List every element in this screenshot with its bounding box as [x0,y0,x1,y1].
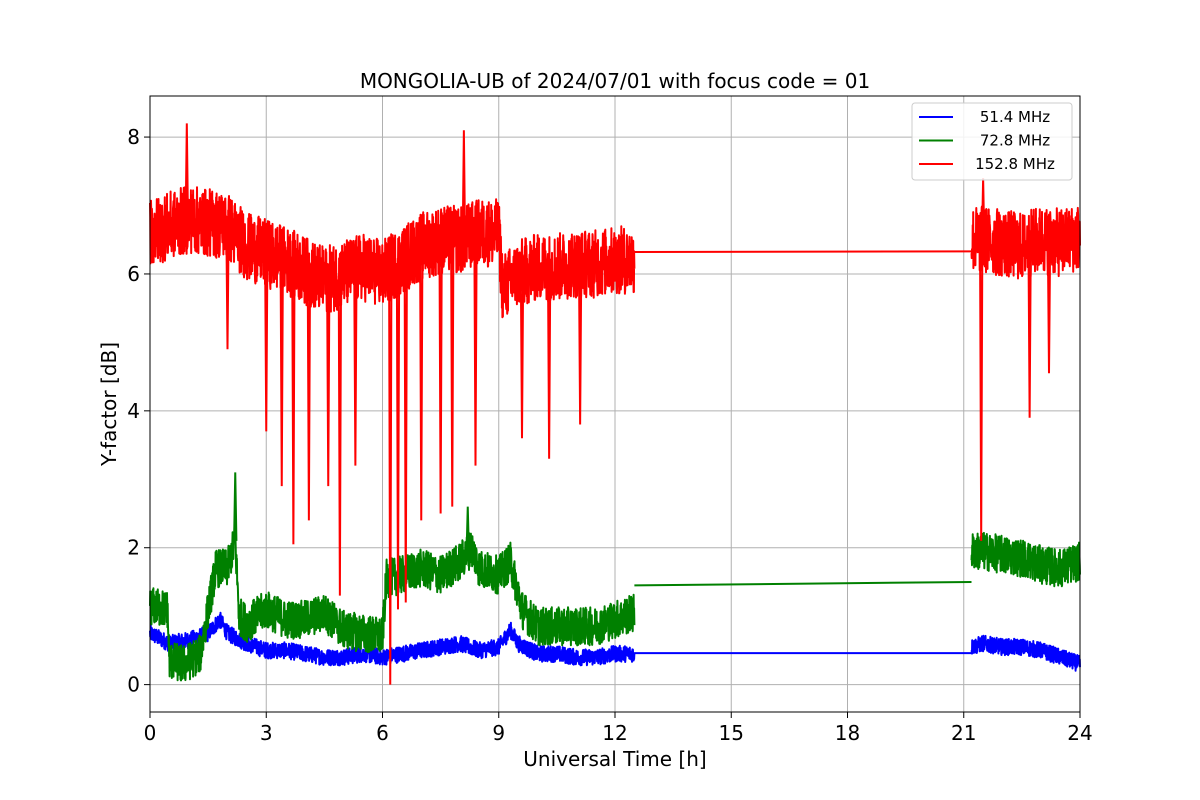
series-line-segment [970,205,1081,280]
y-tick-label: 4 [127,399,140,423]
series-1 [149,472,1081,682]
series-spike [403,257,408,603]
y-tick-label: 2 [127,536,140,560]
series-spike [979,239,984,541]
x-tick-label: 15 [719,721,744,745]
series-spike [1046,241,1052,374]
legend-label: 152.8 MHz [975,155,1055,173]
series-spike [233,472,238,541]
x-tick-label: 21 [951,721,976,745]
legend-label: 51.4 MHz [980,108,1050,126]
series-spike [353,269,358,466]
series-line-segment [970,531,1081,588]
x-tick-label: 18 [835,721,860,745]
x-tick-label: 9 [492,721,505,745]
legend-box [911,102,1073,181]
series-spike [461,130,467,239]
series-spike [178,663,184,682]
series-spike [388,268,393,685]
series-line-segment [970,634,1081,672]
x-axis: 0 3 6 9 12 15 18 21 24 [144,712,1093,745]
x-tick-label: 6 [376,721,389,745]
legend-label: 72.8 MHz [980,132,1050,150]
series-spike [306,272,312,521]
y-axis: 0 2 4 6 8 [127,125,150,697]
series-spike [279,258,284,487]
series-spike [473,234,478,466]
series-spike [519,272,525,439]
series-line-segment [149,611,636,667]
series-spike [326,279,331,487]
series-spike [291,264,296,545]
series-spike [264,253,269,432]
series-spike [980,178,986,240]
series-spike [465,506,470,553]
series-spike [577,263,583,425]
series-spike [337,275,343,596]
y-axis-label: Y-factor [dB] [97,342,121,467]
x-axis-label: Universal Time [h] [523,747,706,771]
legend: 51.4 MHz 72.8 MHz 152.8 MHz [911,102,1073,181]
plot-series [149,123,1081,685]
series-line-segment [149,525,636,682]
series-0 [149,611,1081,672]
series-spike [438,239,443,514]
series-2 [149,123,1081,685]
x-tick-label: 12 [602,721,627,745]
series-spike [419,246,424,521]
x-tick-label: 24 [1067,721,1092,745]
series-spike [546,267,552,459]
series-spike [1027,243,1032,418]
series-spike [395,263,401,610]
y-tick-label: 0 [127,673,140,697]
series-spike [184,123,189,220]
series-spike [450,239,455,507]
series-line-segment [634,250,972,254]
series-line-segment [149,186,636,319]
series-spike [225,226,230,350]
y-tick-label: 6 [127,262,140,286]
y-tick-label: 8 [127,125,140,149]
x-tick-label: 3 [260,721,273,745]
chart-title: MONGOLIA-UB of 2024/07/01 with focus cod… [360,69,870,93]
series-line-segment [634,580,972,587]
x-tick-label: 0 [144,721,157,745]
